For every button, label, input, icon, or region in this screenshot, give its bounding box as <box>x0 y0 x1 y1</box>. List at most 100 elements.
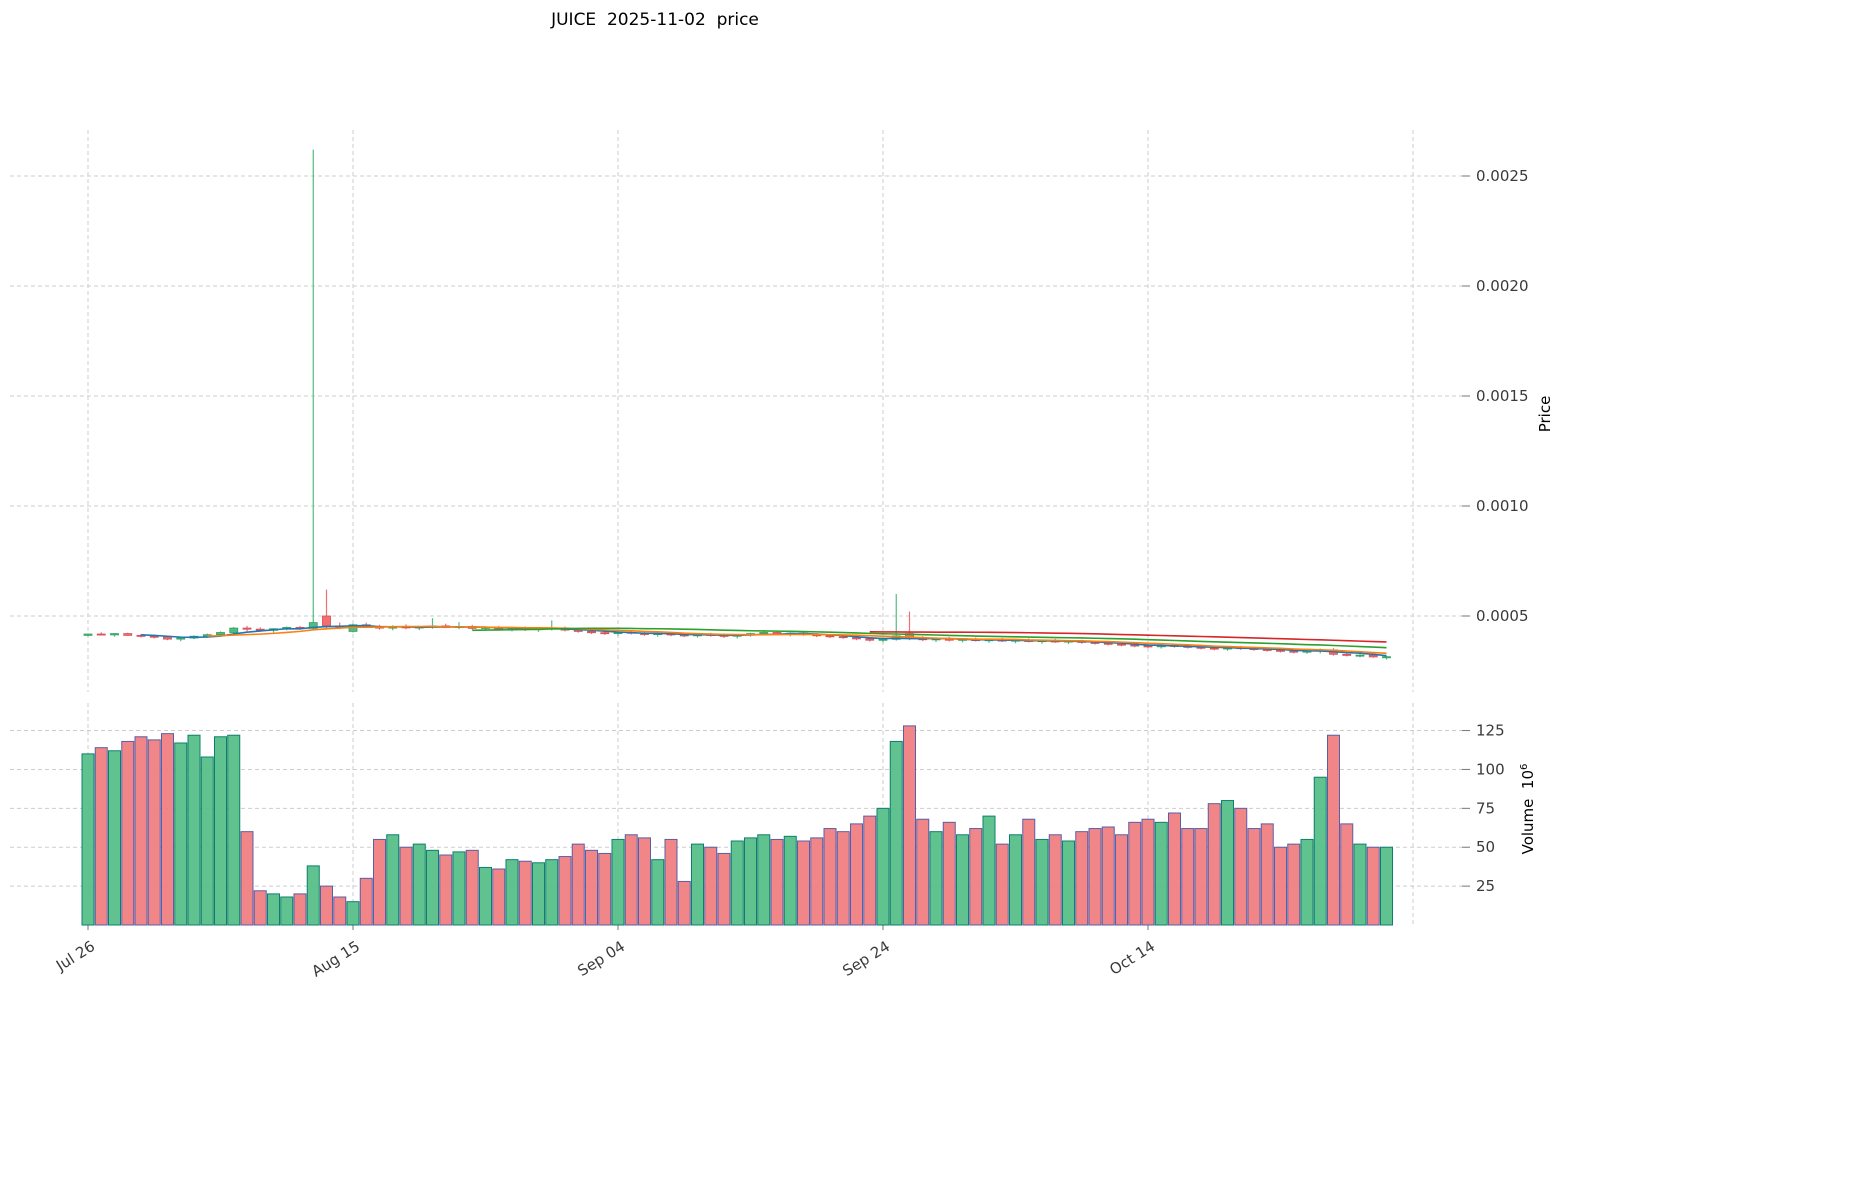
candle-body <box>759 632 769 635</box>
volume-tick-label: 100 <box>1476 760 1505 778</box>
date-tick-label: Sep 24 <box>839 937 893 980</box>
volume-bar <box>1207 803 1221 926</box>
candle-body <box>1130 644 1140 647</box>
volume-bar <box>518 860 532 926</box>
volume-bar <box>320 885 333 926</box>
date-tick-label: Jul 26 <box>52 937 98 975</box>
candle-body <box>1289 650 1299 653</box>
volume-bar <box>1353 843 1367 926</box>
candle-body <box>1143 645 1153 648</box>
candle-body <box>1209 647 1219 650</box>
volume-bar <box>505 859 519 926</box>
volume-tick-label: 125 <box>1476 722 1505 740</box>
volume-bar <box>903 725 916 926</box>
volume-bar <box>611 838 625 926</box>
volume-bar <box>359 877 373 926</box>
volume-bar <box>1181 828 1195 926</box>
volume-bar <box>810 837 824 926</box>
candle-body <box>322 615 331 627</box>
volume-bar <box>1009 834 1022 926</box>
volume-bar <box>1194 828 1208 926</box>
volume-bar <box>1115 834 1128 926</box>
price-tick-label: 0.0010 <box>1476 497 1529 515</box>
candle-body <box>308 622 318 629</box>
volume-bar <box>1062 840 1075 926</box>
volume-bar <box>863 815 877 926</box>
volume-bar <box>200 756 214 926</box>
volume-bar <box>889 740 903 926</box>
candle-body <box>600 632 610 635</box>
volume-bar <box>306 865 320 926</box>
volume-bar <box>333 896 347 926</box>
candle-body <box>96 633 106 636</box>
volume-bar <box>876 807 890 926</box>
volume-bar <box>757 834 771 926</box>
candle-body <box>1355 654 1365 657</box>
volume-bar <box>1340 823 1354 926</box>
volume-bar <box>651 859 665 926</box>
volume-bar <box>730 840 744 926</box>
volume-bar <box>1274 846 1287 926</box>
volume-bar <box>770 838 784 926</box>
volume-bar <box>399 846 413 926</box>
volume-bar <box>624 834 638 926</box>
volume-bar <box>704 846 718 926</box>
date-tick-label: Oct 14 <box>1106 937 1158 979</box>
volume-bar <box>1260 823 1274 926</box>
candle-body <box>865 638 875 641</box>
volume-bar <box>1168 812 1181 926</box>
volume-bar <box>465 849 479 926</box>
price-tick-label: 0.0020 <box>1476 277 1529 295</box>
volume-bar <box>94 747 108 926</box>
candle-body <box>123 633 133 636</box>
date-tick-label: Aug 15 <box>309 937 364 980</box>
volume-bar <box>1366 846 1380 926</box>
volume-bar <box>969 828 983 926</box>
volume-bar <box>386 834 400 926</box>
volume-axis-label: Volume 106 <box>1519 763 1537 855</box>
candle-body <box>163 636 172 640</box>
volume-bar <box>346 901 360 926</box>
volume-bar <box>995 843 1009 926</box>
volume-bar <box>1247 828 1261 926</box>
candle-body <box>587 631 596 634</box>
ma-60-line <box>869 631 1387 643</box>
volume-bar <box>492 868 506 926</box>
candle-body <box>242 627 252 630</box>
volume-bar <box>1327 734 1340 926</box>
candle-body <box>838 636 848 639</box>
ma-10-line <box>207 625 1387 655</box>
volume-bar <box>147 739 161 926</box>
volume-bar <box>823 828 837 926</box>
volume-bar <box>558 856 572 926</box>
volume-bar <box>1313 776 1327 926</box>
volume-bar <box>426 849 439 926</box>
volume-bar <box>412 843 426 926</box>
volume-bar <box>121 740 135 926</box>
volume-bar <box>664 838 678 926</box>
volume-bar <box>532 862 545 926</box>
candle-body <box>1276 649 1285 652</box>
volume-bar <box>1234 807 1248 926</box>
price-tick-label: 0.0025 <box>1476 167 1529 185</box>
volume-bar <box>942 821 956 926</box>
volume-bar <box>1380 846 1393 926</box>
volume-bar <box>691 843 704 926</box>
volume-bar <box>479 866 492 926</box>
volume-bar <box>744 837 757 926</box>
candle-body <box>1382 656 1391 659</box>
volume-bar <box>108 750 121 926</box>
volume-bar <box>1141 818 1155 926</box>
volume-tick-label: 50 <box>1476 838 1495 856</box>
volume-bar <box>1022 818 1036 926</box>
candle-body <box>149 635 159 638</box>
price-axis-label: Price <box>1536 395 1554 433</box>
volume-bar <box>280 896 294 926</box>
volume-bar <box>1154 821 1168 926</box>
volume-bar <box>452 851 466 926</box>
volume-bar <box>836 831 850 926</box>
volume-bar <box>187 734 201 926</box>
volume-bar <box>1088 828 1102 926</box>
